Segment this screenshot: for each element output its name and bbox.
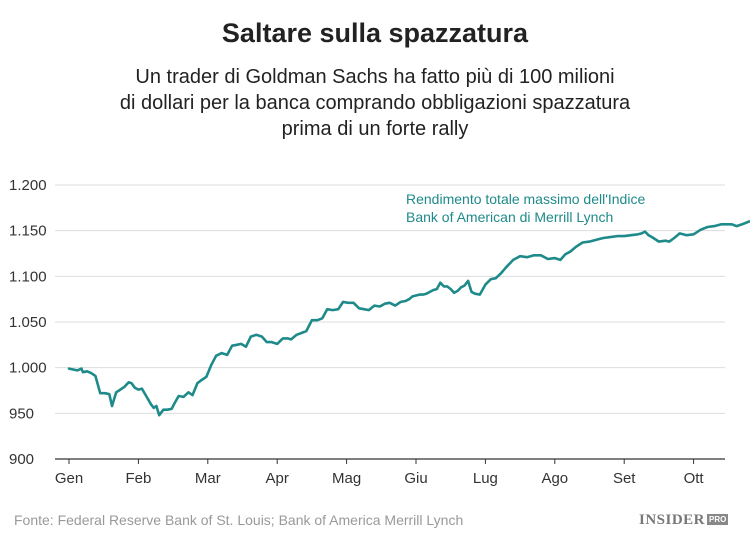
- series-line-index-return: [67, 220, 750, 417]
- annotation-line-2: Bank of American di Merrill Lynch: [406, 209, 613, 225]
- x-tick-label: Mag: [332, 470, 361, 487]
- y-tick-label: 1.100: [9, 268, 47, 285]
- y-tick-label: 950: [9, 405, 34, 422]
- logo-badge: PRO: [707, 514, 729, 525]
- x-tick-label: Set: [613, 470, 636, 487]
- y-tick-label: 1.150: [9, 223, 47, 240]
- insider-pro-logo: INSIDER PRO: [639, 512, 729, 529]
- gridlines: [55, 184, 725, 460]
- subtitle-line-1: Un trader di Goldman Sachs ha fatto più …: [135, 66, 615, 88]
- x-tick-label: Giu: [404, 470, 427, 487]
- x-tick-label: Gen: [55, 470, 83, 487]
- source-note: Fonte: Federal Reserve Bank of St. Louis…: [14, 512, 464, 528]
- annotation-line-1: Rendimento totale massimo dell'Indice: [406, 191, 645, 207]
- x-tick-label: Ott: [684, 470, 705, 487]
- y-tick-label: 1.000: [9, 360, 47, 377]
- subtitle-line-2: di dollari per la banca comprando obblig…: [119, 92, 631, 114]
- y-tick-label: 1.200: [9, 177, 47, 194]
- y-axis-tick-labels: 900 950 1.000 1.050 1.100 1.150 1.200: [9, 177, 47, 468]
- x-tick-label: Lug: [473, 470, 498, 487]
- x-tick-label: Feb: [125, 470, 151, 487]
- x-tick-label: Apr: [266, 470, 289, 487]
- chart-subtitle: Un trader di Goldman Sachs ha fatto più …: [0, 64, 750, 142]
- y-tick-label: 900: [9, 451, 34, 468]
- chart-title: Saltare sulla spazzatura: [221, 18, 529, 48]
- x-axis-tick-labels: Gen Feb Mar Apr Mag Giu Lug Ago Set Ott: [55, 459, 705, 487]
- x-tick-label: Mar: [195, 470, 221, 487]
- y-tick-label: 1.050: [9, 314, 47, 331]
- x-tick-label: Ago: [541, 470, 568, 487]
- subtitle-line-3: prima di un forte rally: [281, 118, 469, 140]
- logo-text: INSIDER: [639, 512, 706, 528]
